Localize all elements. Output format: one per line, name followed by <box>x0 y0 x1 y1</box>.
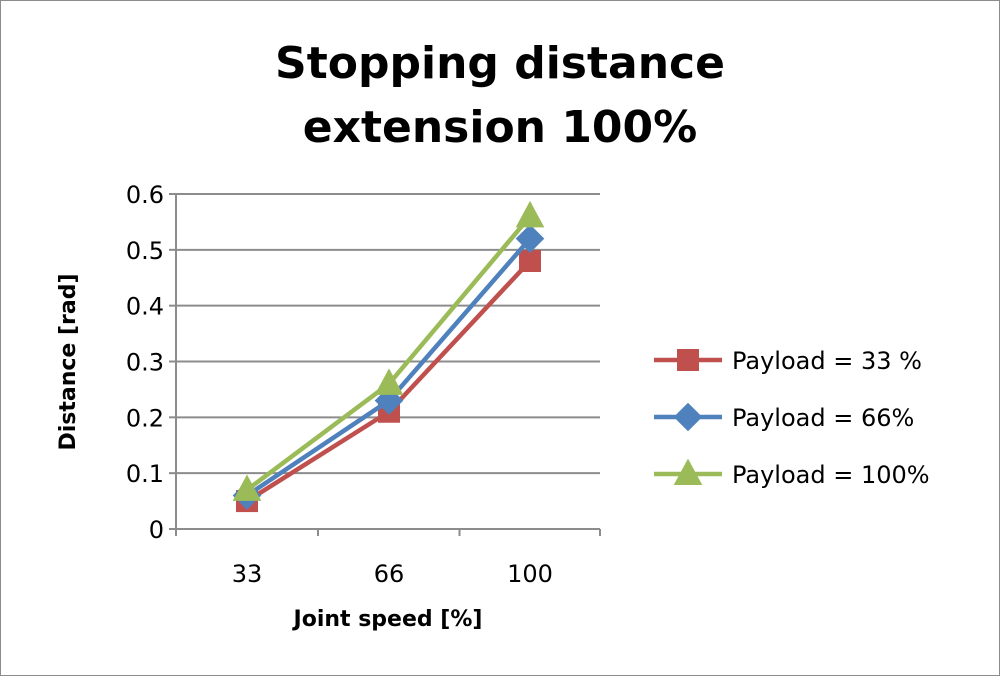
y-tick-label: 0 <box>149 516 164 544</box>
chart-title-line-2: extension 100% <box>303 102 698 153</box>
y-tick-label: 0.5 <box>126 237 164 265</box>
y-tick-label: 0.2 <box>126 404 164 432</box>
diamond-marker <box>374 386 404 415</box>
square-marker <box>519 250 541 272</box>
series-3 <box>232 200 545 501</box>
x-tick-label: 100 <box>507 560 553 588</box>
y-tick-label: 0.1 <box>126 460 164 488</box>
triangle-marker <box>515 200 545 228</box>
legend-label: Payload = 33 % <box>732 347 922 375</box>
diamond-marker <box>515 224 545 253</box>
y-tick-label: 0.3 <box>126 349 164 377</box>
y-tick-label: 0.4 <box>126 293 164 321</box>
triangle-marker <box>374 368 404 395</box>
legend-item: Payload = 33 % <box>654 347 922 375</box>
series-line <box>245 214 532 492</box>
diamond-marker <box>673 402 703 432</box>
x-axis-label: Joint speed [%] <box>292 607 483 632</box>
x-tick-label: 66 <box>374 560 405 588</box>
triangle-marker <box>232 474 262 501</box>
legend-label: Payload = 66% <box>732 404 914 432</box>
square-marker <box>677 349 699 371</box>
chart-title-line-1: Stopping distance <box>275 38 725 89</box>
legend-item: Payload = 100% <box>654 458 930 489</box>
legend-item: Payload = 66% <box>654 402 914 432</box>
x-tick-label: 33 <box>232 560 263 588</box>
y-axis-label: Distance [rad] <box>56 273 81 450</box>
legend-label: Payload = 100% <box>732 461 930 489</box>
triangle-marker <box>673 458 703 485</box>
y-tick-label: 0.6 <box>126 181 164 209</box>
